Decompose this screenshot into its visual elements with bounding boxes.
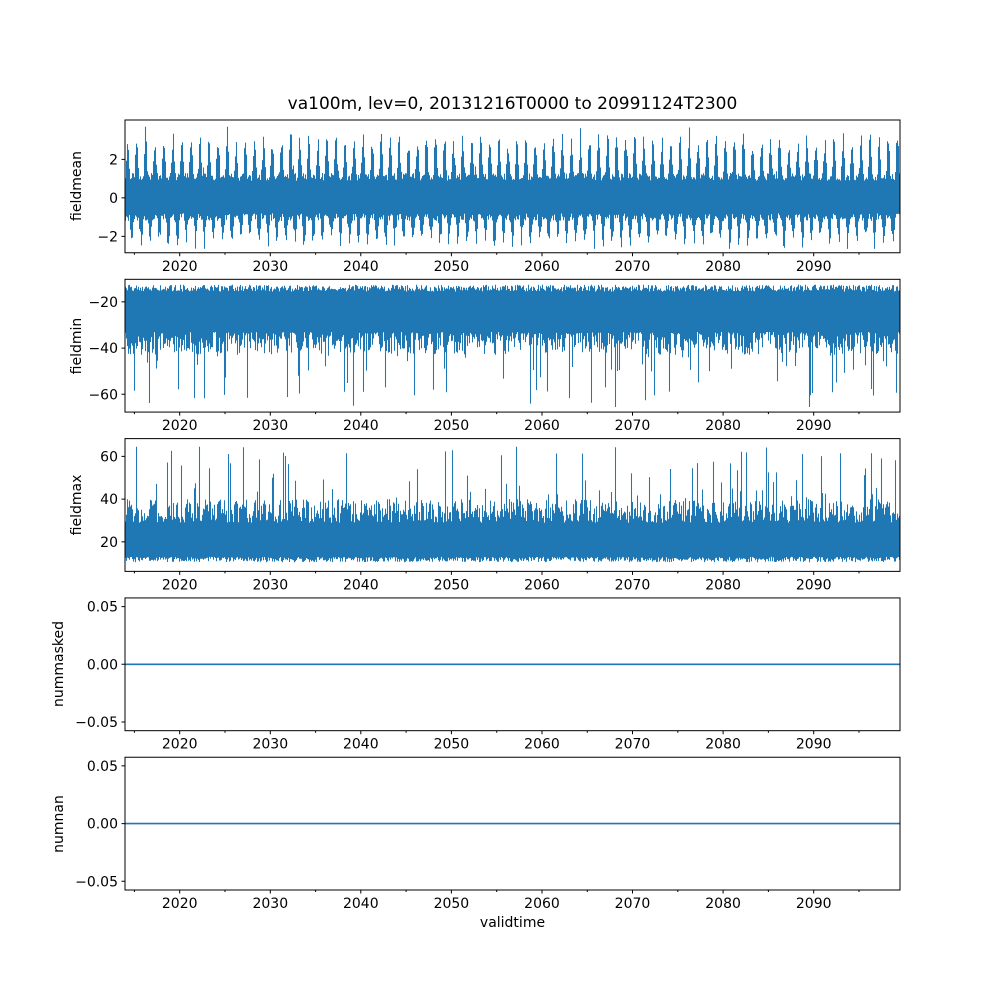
x-tick-label: 2040 — [343, 418, 379, 434]
y-tick-label: 40 — [100, 492, 118, 508]
x-tick-label: 2080 — [705, 737, 741, 753]
x-tick-label: 2050 — [434, 737, 470, 753]
x-tick-label: 2050 — [434, 418, 470, 434]
x-tick-label: 2020 — [162, 737, 198, 753]
x-tick-label: 2070 — [615, 577, 651, 593]
y-tick-label: 0 — [109, 191, 118, 207]
x-tick-label: 2030 — [252, 577, 288, 593]
x-tick-label: 2020 — [162, 259, 198, 275]
y-tick-label: 20 — [100, 535, 118, 551]
axes-border — [124, 119, 901, 254]
axes-border — [124, 756, 901, 891]
axes-title: va100m, lev=0, 20131216T0000 to 20991124… — [287, 94, 738, 114]
x-tick-label: 2070 — [615, 418, 651, 434]
tick-marks — [121, 301, 860, 416]
y-tick-label: −20 — [88, 295, 118, 311]
ylabel-nummasked: nummasked — [51, 621, 67, 708]
fieldmin-series — [124, 284, 901, 407]
fieldmean-series — [124, 126, 901, 249]
x-tick-label: 2060 — [524, 737, 560, 753]
y-tick-label: −2 — [97, 229, 118, 245]
x-tick-label: 2060 — [524, 896, 560, 912]
x-tick-label: 2030 — [252, 259, 288, 275]
ylabel-fieldmax: fieldmax — [69, 474, 85, 536]
axes-border — [124, 438, 901, 572]
y-tick-label: 0.00 — [87, 817, 118, 833]
x-tick-label: 2060 — [524, 577, 560, 593]
x-tick-label: 2040 — [343, 259, 379, 275]
x-tick-label: 2030 — [252, 418, 288, 434]
x-tick-label: 2050 — [434, 577, 470, 593]
axes-border — [124, 278, 901, 413]
y-tick-label: 2 — [109, 152, 118, 168]
x-tick-label: 2070 — [615, 896, 651, 912]
x-tick-label: 2090 — [796, 737, 832, 753]
y-tick-label: −0.05 — [75, 715, 118, 731]
tick-marks — [121, 765, 860, 894]
x-tick-label: 2020 — [162, 896, 198, 912]
x-tick-label: 2020 — [162, 577, 198, 593]
x-tick-label: 2080 — [705, 896, 741, 912]
x-tick-label: 2090 — [796, 259, 832, 275]
y-tick-label: −60 — [88, 387, 118, 403]
ylabel-numnan: numnan — [51, 795, 67, 853]
y-tick-label: 0.00 — [87, 657, 118, 673]
y-tick-label: 0.05 — [87, 759, 118, 775]
ylabel-fieldmean: fieldmean — [69, 151, 85, 221]
x-tick-label: 2040 — [343, 737, 379, 753]
fieldmax-series — [124, 446, 901, 563]
x-tick-label: 2070 — [615, 259, 651, 275]
x-tick-label: 2050 — [434, 259, 470, 275]
xlabel-validtime: validtime — [479, 915, 546, 931]
x-tick-label: 2060 — [524, 259, 560, 275]
y-tick-label: −0.05 — [75, 874, 118, 890]
x-tick-label: 2080 — [705, 577, 741, 593]
axes-border — [124, 597, 901, 732]
x-tick-label: 2030 — [252, 896, 288, 912]
x-tick-label: 2070 — [615, 737, 651, 753]
x-tick-label: 2090 — [796, 896, 832, 912]
x-tick-label: 2040 — [343, 896, 379, 912]
y-tick-label: −40 — [88, 341, 118, 357]
tick-marks — [121, 455, 860, 575]
x-tick-label: 2020 — [162, 418, 198, 434]
x-tick-label: 2090 — [796, 418, 832, 434]
tick-marks — [121, 606, 860, 735]
tick-marks — [121, 158, 860, 257]
y-tick-label: 0.05 — [87, 600, 118, 616]
y-tick-label: 60 — [100, 449, 118, 465]
x-tick-label: 2050 — [434, 896, 470, 912]
x-tick-label: 2080 — [705, 259, 741, 275]
x-tick-label: 2090 — [796, 577, 832, 593]
x-tick-label: 2040 — [343, 577, 379, 593]
x-tick-label: 2030 — [252, 737, 288, 753]
x-tick-label: 2060 — [524, 418, 560, 434]
x-tick-label: 2080 — [705, 418, 741, 434]
ylabel-fieldmin: fieldmin — [69, 317, 85, 375]
